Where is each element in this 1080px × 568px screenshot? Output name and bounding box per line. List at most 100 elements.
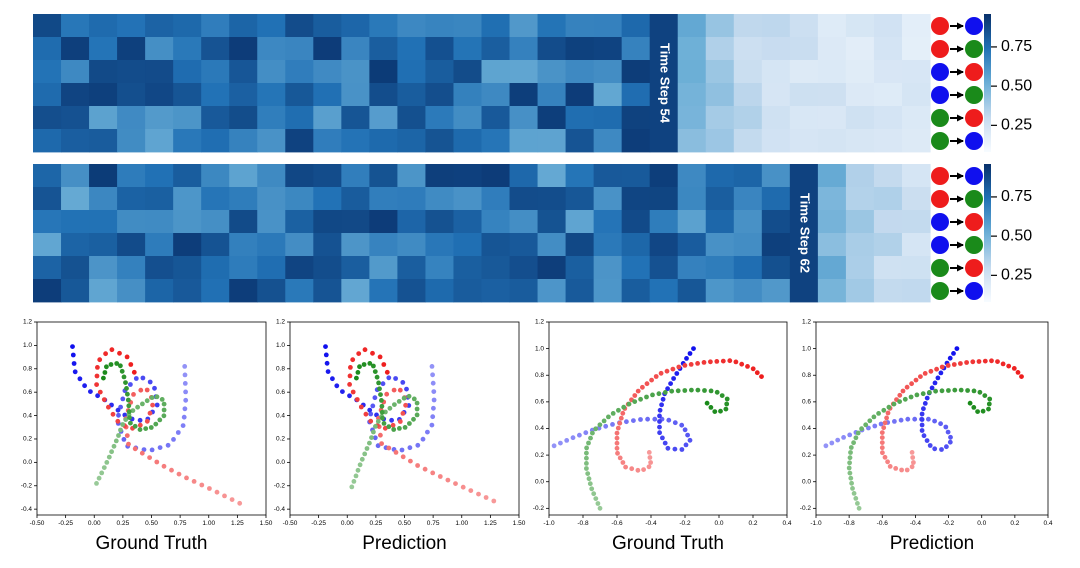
series-green — [349, 361, 420, 490]
data-point — [121, 437, 127, 442]
x-tick-label: -0.6 — [611, 520, 623, 527]
x-tick-label: -0.8 — [844, 520, 856, 527]
data-point — [411, 396, 417, 402]
data-point — [924, 395, 930, 401]
data-point — [660, 396, 666, 402]
data-point — [109, 347, 115, 353]
y-tick-label: -0.2 — [21, 482, 33, 489]
data-point — [183, 389, 189, 395]
data-point — [682, 363, 688, 368]
data-point — [135, 404, 141, 410]
heatmap-cell — [677, 164, 707, 188]
data-point — [101, 465, 107, 470]
heatmap-cell — [705, 83, 735, 107]
data-point — [951, 362, 957, 367]
data-point — [111, 443, 117, 449]
heatmap-cell — [229, 279, 258, 303]
data-point — [708, 388, 714, 394]
heatmap-cell — [817, 164, 847, 188]
data-point — [1006, 363, 1012, 369]
data-point — [161, 401, 167, 407]
data-point — [372, 435, 378, 441]
heatmap-cell — [789, 187, 819, 211]
heatmap-cell — [565, 279, 595, 303]
heatmap-cell — [257, 129, 286, 153]
data-point — [157, 445, 163, 450]
heatmap-cell — [425, 129, 455, 153]
x-tick-label: 0.75 — [427, 520, 440, 527]
heatmap-cell — [593, 37, 623, 61]
heatmap-cell — [481, 83, 511, 107]
data-point — [118, 363, 123, 369]
heatmap-cell — [61, 233, 90, 257]
data-point — [386, 424, 392, 430]
colorbar-tick-label: 0.25 — [1001, 267, 1032, 284]
y-tick-label: 1.2 — [276, 319, 285, 326]
data-point — [635, 388, 641, 394]
data-point — [355, 370, 361, 375]
heatmap-cell — [425, 187, 455, 211]
data-point — [847, 470, 853, 476]
heatmap-cell — [61, 256, 90, 280]
data-point — [924, 438, 930, 443]
data-point — [381, 421, 387, 426]
y-tick-label: 0.2 — [802, 452, 811, 459]
heatmap-cell — [537, 60, 567, 84]
node-red-icon — [965, 213, 983, 231]
data-point — [429, 364, 435, 369]
heatmap-cell — [593, 106, 623, 130]
data-point — [617, 420, 623, 426]
data-point — [149, 395, 155, 400]
data-point — [370, 403, 376, 409]
data-point — [674, 371, 680, 376]
data-point — [323, 344, 328, 349]
heatmap-cell — [89, 210, 118, 234]
data-point — [126, 441, 131, 447]
data-point — [387, 405, 393, 411]
heatmap-cell — [705, 210, 735, 234]
data-point — [393, 376, 398, 381]
heatmap-cell — [481, 37, 511, 61]
data-point — [934, 366, 939, 372]
data-point — [334, 383, 340, 389]
data-point — [733, 359, 739, 365]
data-point — [848, 445, 854, 450]
heatmap-cell — [453, 60, 483, 84]
heatmap-cell — [145, 83, 174, 107]
data-point — [683, 442, 689, 448]
heatmap-cell — [369, 256, 399, 280]
scatter-plot-2: -0.50 -0.25 0.00 0.25 0.50 0.75 1.00 1.25 1.50 -0… — [274, 319, 526, 554]
x-tick-label: -0.2 — [943, 520, 955, 527]
data-point — [884, 415, 889, 421]
scatter-plot-3: -1.0 -0.8 -0.6 -0.4 -0.2 0.0 0.2 0.4 -0.2 0.0 0.2 0… — [533, 319, 792, 554]
heatmap-cell — [537, 129, 567, 153]
data-point — [657, 407, 663, 413]
heatmap-cell — [369, 187, 399, 211]
data-point — [867, 418, 873, 424]
data-point — [659, 402, 664, 408]
data-point — [939, 388, 945, 394]
data-point — [904, 467, 910, 473]
data-point — [724, 396, 730, 402]
heatmap-cell — [61, 187, 90, 211]
heatmap-cell — [481, 164, 511, 188]
heatmap-cell — [229, 164, 258, 188]
heatmap-cell — [89, 129, 118, 153]
data-point — [892, 419, 897, 424]
heatmap-cell — [817, 279, 847, 303]
data-point — [621, 404, 627, 410]
data-point — [586, 476, 592, 482]
heatmap-cell — [369, 60, 399, 84]
heatmap-cell — [649, 14, 679, 38]
heatmap-cell — [313, 210, 342, 234]
data-point — [919, 417, 925, 422]
data-point — [647, 455, 653, 460]
heatmap-cell — [341, 256, 370, 280]
data-point — [1011, 366, 1017, 371]
data-point — [897, 399, 902, 404]
heatmap-cell — [845, 164, 875, 188]
data-point — [919, 411, 925, 417]
data-point — [638, 417, 643, 422]
data-point — [354, 397, 360, 402]
data-point — [347, 382, 352, 387]
